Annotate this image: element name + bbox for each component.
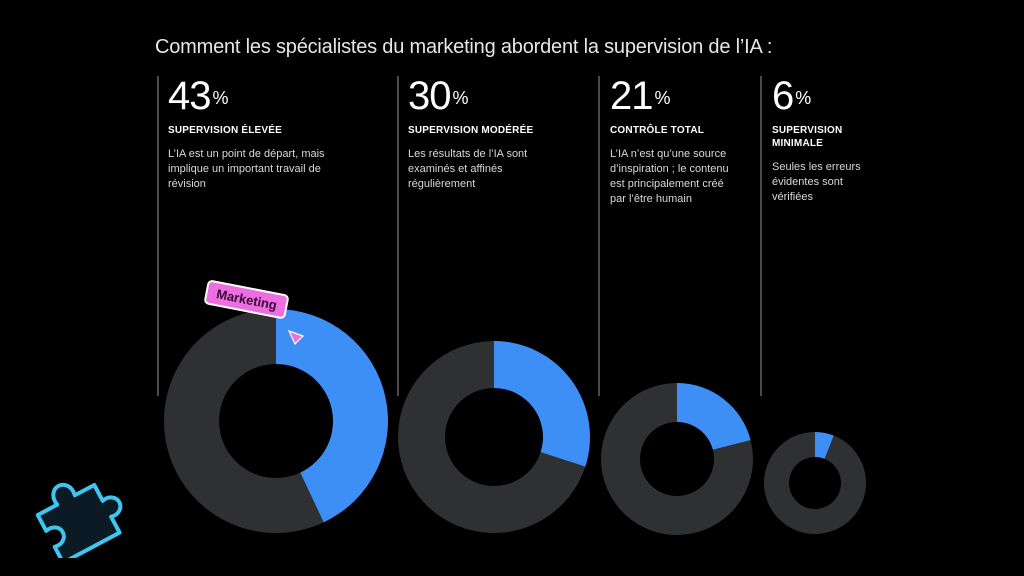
stat-percentage: 21% [610,76,750,116]
donut-remainder-slice [764,432,867,534]
column-divider [598,76,600,396]
donut-chart [600,383,753,535]
stat-value: 21 [610,74,653,118]
donut-remainder-slice [398,341,586,533]
pointer-arrow-icon [288,330,304,346]
stat-description: Les résultats de l’IA sont examinés et a… [408,148,528,190]
stat-value: 30 [408,74,451,118]
stat-percentage: 6% [772,76,882,116]
stat-percentage: 30% [408,76,588,116]
stat-column: 30% SUPERVISION MODÉRÉE Les résultats de… [408,76,588,192]
stat-label: SUPERVISION MODÉRÉE [408,125,534,136]
percent-sign: % [212,88,229,108]
chart-title: Comment les spécialistes du marketing ab… [155,36,773,58]
percent-sign: % [795,88,811,108]
donut-chart [164,309,389,533]
puzzle-piece-icon [35,482,123,558]
donut-value-slice [494,341,590,467]
donut-remainder-slice [600,383,753,535]
donut-chart [398,341,590,533]
donut-value-slice [677,383,751,450]
column-divider [760,76,762,396]
donut-value-slice [815,432,834,459]
stat-label: SUPERVISION ÉLEVÉE [168,125,283,136]
column-divider [157,76,159,396]
stat-column: 6% SUPERVISION MINIMALE Seules les erreu… [772,76,882,205]
stat-value: 43 [168,74,211,118]
stat-description: L’IA n’est qu’une source d’inspiration ;… [610,148,729,205]
stat-description: Seules les erreurs évidentes sont vérifi… [772,161,861,203]
stat-label: SUPERVISION MINIMALE [772,125,843,149]
donut-value-slice [276,309,389,523]
stat-value: 6 [772,74,794,118]
stat-column: 43% SUPERVISION ÉLEVÉE L’IA est un point… [168,76,358,192]
percent-sign: % [452,88,469,108]
stat-label: CONTRÔLE TOTAL [610,125,705,136]
percent-sign: % [654,88,671,108]
stat-percentage: 43% [168,76,358,116]
stat-column: 21% CONTRÔLE TOTAL L’IA n’est qu’une sou… [610,76,750,207]
column-divider [397,76,399,396]
stat-description: L’IA est un point de départ, mais impliq… [168,148,325,190]
donut-chart [764,432,867,534]
donut-remainder-slice [164,309,324,533]
